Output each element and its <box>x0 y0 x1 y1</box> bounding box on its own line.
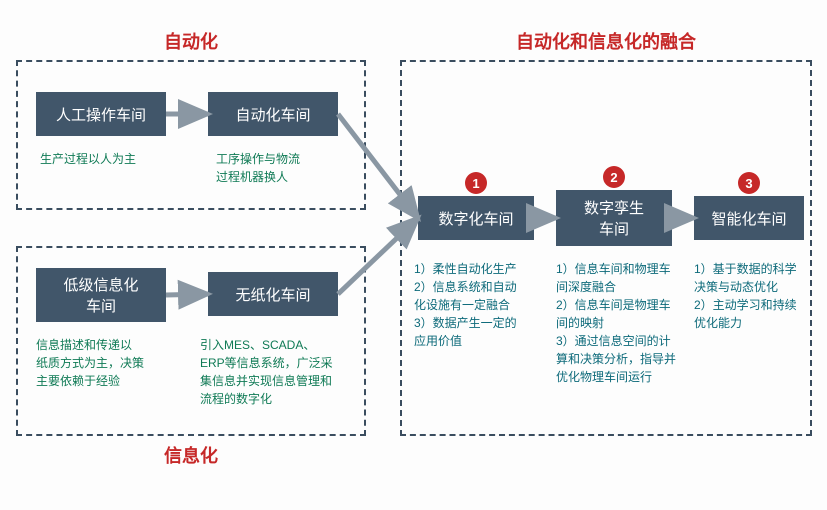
badge-2: 2 <box>603 166 625 188</box>
caption-n1: 生产过程以人为主 <box>40 150 180 168</box>
node-manual-workshop: 人工操作车间 <box>36 92 166 136</box>
node-label: 数字化车间 <box>438 208 513 229</box>
caption-n7: 1）基于数据的科学决策与动态优化2）主动学习和持续优化能力 <box>694 260 824 332</box>
node-paperless-workshop: 无纸化车间 <box>208 272 338 316</box>
node-label: 无纸化车间 <box>235 284 310 305</box>
caption-n6: 1）信息车间和物理车间深度融合2）信息车间是物理车间的映射3）通过信息空间的计算… <box>556 260 706 386</box>
section-title-information: 信息化 <box>16 442 366 468</box>
node-label: 人工操作车间 <box>56 104 146 125</box>
caption-n5: 1）柔性自动化生产2）信息系统和自动化设施有一定融合3）数据产生一定的应用价值 <box>414 260 554 350</box>
node-automated-workshop: 自动化车间 <box>208 92 338 136</box>
section-title-fusion: 自动化和信息化的融合 <box>400 28 812 54</box>
node-digital-workshop: 数字化车间 <box>418 196 534 240</box>
node-digital-twin-workshop: 数字孪生车间 <box>556 190 672 246</box>
caption-n3: 信息描述和传递以纸质方式为主，决策主要依赖于经验 <box>36 336 186 390</box>
node-label: 数字孪生车间 <box>584 197 644 239</box>
caption-n2: 工序操作与物流过程机器换人 <box>216 150 356 186</box>
node-intelligent-workshop: 智能化车间 <box>694 196 804 240</box>
node-label: 自动化车间 <box>235 104 310 125</box>
node-low-info-workshop: 低级信息化车间 <box>36 268 166 322</box>
node-label: 低级信息化车间 <box>63 274 138 316</box>
caption-n4: 引入MES、SCADA、ERP等信息系统，广泛采集信息并实现信息管理和流程的数字… <box>200 336 370 408</box>
section-title-automation: 自动化 <box>16 28 366 54</box>
badge-3: 3 <box>738 172 760 194</box>
node-label: 智能化车间 <box>711 208 786 229</box>
badge-1: 1 <box>465 172 487 194</box>
